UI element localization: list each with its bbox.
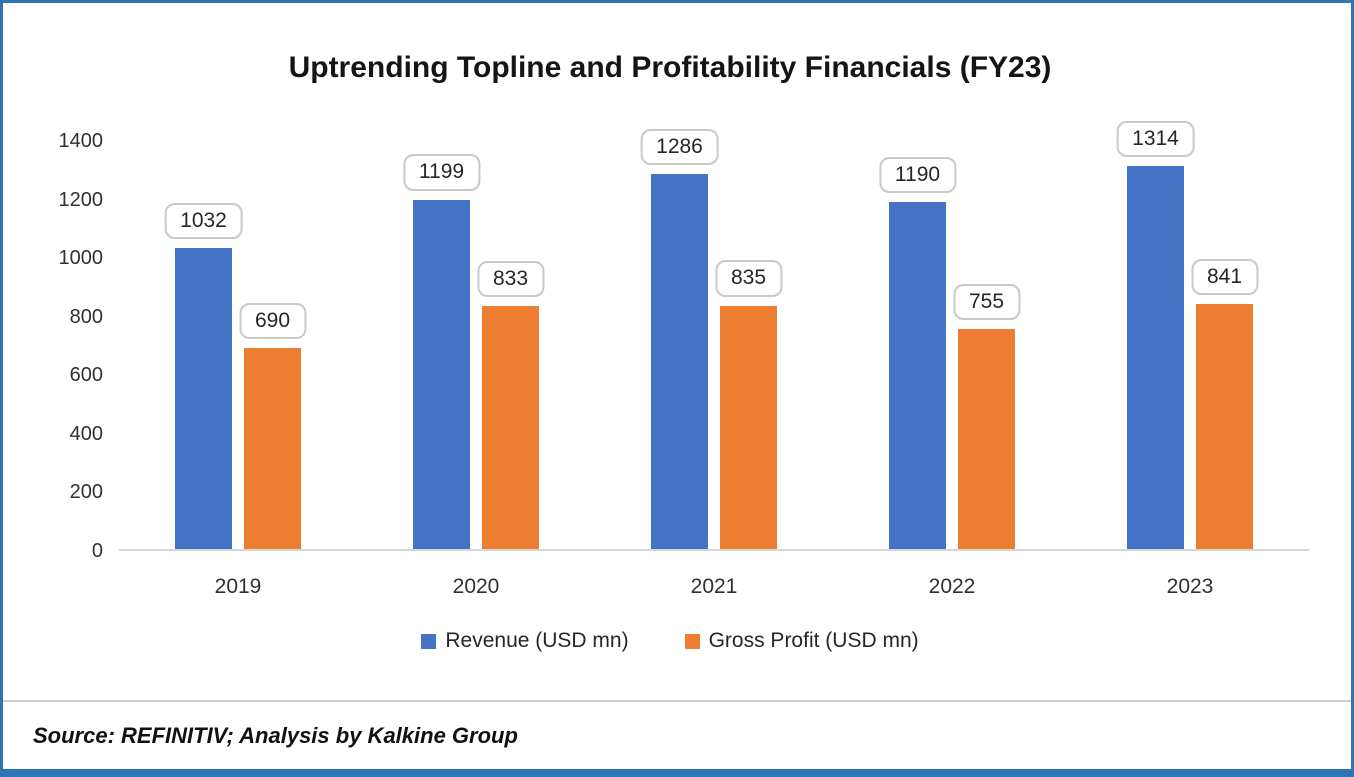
legend-swatch-revenue bbox=[421, 633, 437, 649]
bar-gross-profit-2022: 755 bbox=[952, 283, 1021, 549]
bar-fill-revenue-2023 bbox=[1127, 166, 1184, 549]
y-tick-label: 1200 bbox=[58, 188, 104, 211]
bar-fill-revenue-2021 bbox=[651, 174, 708, 549]
bar-revenue-2022: 1190 bbox=[878, 156, 957, 549]
y-tick-label: 0 bbox=[91, 540, 103, 562]
legend-item-gross-profit: Gross Profit (USD mn) bbox=[684, 629, 919, 653]
plot-wrap: 0 200 400 600 800 1000 1200 1400 1032 690 1199 833… bbox=[31, 120, 1309, 561]
bar-fill-gross-profit-2020 bbox=[482, 306, 539, 549]
bar-group-2023: 1314 841 bbox=[1071, 120, 1309, 549]
y-tick-label: 800 bbox=[69, 305, 103, 328]
bar-fill-gross-profit-2023 bbox=[1196, 303, 1253, 549]
legend-swatch-gross-profit bbox=[684, 633, 700, 649]
x-tick-label-2022: 2022 bbox=[928, 575, 976, 598]
bar-group-2021: 1286 835 bbox=[595, 128, 833, 549]
chart-panel: Uptrending Topline and Profitability Fin… bbox=[3, 3, 1351, 700]
bar-gross-profit-2020: 833 bbox=[476, 261, 545, 549]
data-label-gross-profit-2023: 841 bbox=[1190, 258, 1259, 295]
bar-fill-revenue-2022 bbox=[889, 202, 946, 549]
bar-group-2019: 1032 690 bbox=[119, 141, 357, 549]
y-axis: 0 200 400 600 800 1000 1200 1400 bbox=[31, 131, 119, 561]
y-tick-label: 200 bbox=[69, 481, 103, 504]
legend: Revenue (USD mn) Gross Profit (USD mn) bbox=[31, 629, 1309, 653]
data-label-gross-profit-2021: 835 bbox=[714, 260, 783, 297]
data-label-revenue-2019: 1032 bbox=[164, 203, 243, 240]
bar-revenue-2023: 1314 bbox=[1116, 120, 1195, 549]
bar-fill-gross-profit-2019 bbox=[244, 347, 301, 549]
x-tick-label-2023: 2023 bbox=[1166, 575, 1214, 598]
y-tick-label: 400 bbox=[69, 422, 103, 445]
source-footer: Source: REFINITIV; Analysis by Kalkine G… bbox=[3, 700, 1351, 769]
legend-label-gross-profit: Gross Profit (USD mn) bbox=[708, 629, 919, 652]
bar-gross-profit-2021: 835 bbox=[714, 260, 783, 549]
y-tick-label: 600 bbox=[69, 364, 103, 387]
data-label-revenue-2020: 1199 bbox=[402, 154, 481, 191]
data-label-revenue-2022: 1190 bbox=[878, 156, 957, 194]
bar-fill-revenue-2020 bbox=[413, 199, 470, 549]
y-tick-label: 1000 bbox=[58, 247, 104, 270]
x-tick-label-2019: 2019 bbox=[214, 575, 262, 598]
data-label-gross-profit-2019: 690 bbox=[238, 302, 307, 339]
bar-gross-profit-2023: 841 bbox=[1190, 258, 1259, 549]
data-label-gross-profit-2020: 833 bbox=[476, 261, 545, 298]
source-note: Source: REFINITIV; Analysis by Kalkine G… bbox=[33, 722, 518, 748]
bar-revenue-2021: 1286 bbox=[640, 128, 719, 549]
bar-group-2020: 1199 833 bbox=[357, 141, 595, 549]
data-label-revenue-2021: 1286 bbox=[640, 128, 719, 166]
chart-title: Uptrending Topline and Profitability Fin… bbox=[288, 51, 1052, 84]
bar-group-2022: 1190 755 bbox=[833, 141, 1071, 549]
x-axis: 2019 2020 2021 2022 2023 bbox=[119, 575, 1309, 599]
legend-label-revenue: Revenue (USD mn) bbox=[445, 629, 629, 652]
bar-fill-gross-profit-2021 bbox=[720, 305, 777, 549]
bar-revenue-2019: 1032 bbox=[164, 203, 243, 549]
x-tick-label-2020: 2020 bbox=[452, 575, 500, 598]
bar-fill-gross-profit-2022 bbox=[958, 328, 1015, 549]
x-tick-label-2021: 2021 bbox=[690, 575, 738, 598]
bar-fill-revenue-2019 bbox=[175, 248, 232, 549]
data-label-revenue-2023: 1314 bbox=[1116, 120, 1195, 158]
plot-area: 1032 690 1199 833 1286 835 1190 755 1314 841 bbox=[119, 120, 1309, 551]
y-tick-label: 1400 bbox=[58, 130, 104, 152]
data-label-gross-profit-2022: 755 bbox=[952, 283, 1021, 320]
bar-revenue-2020: 1199 bbox=[402, 154, 481, 549]
legend-item-revenue: Revenue (USD mn) bbox=[421, 629, 629, 653]
bar-gross-profit-2019: 690 bbox=[238, 302, 307, 549]
